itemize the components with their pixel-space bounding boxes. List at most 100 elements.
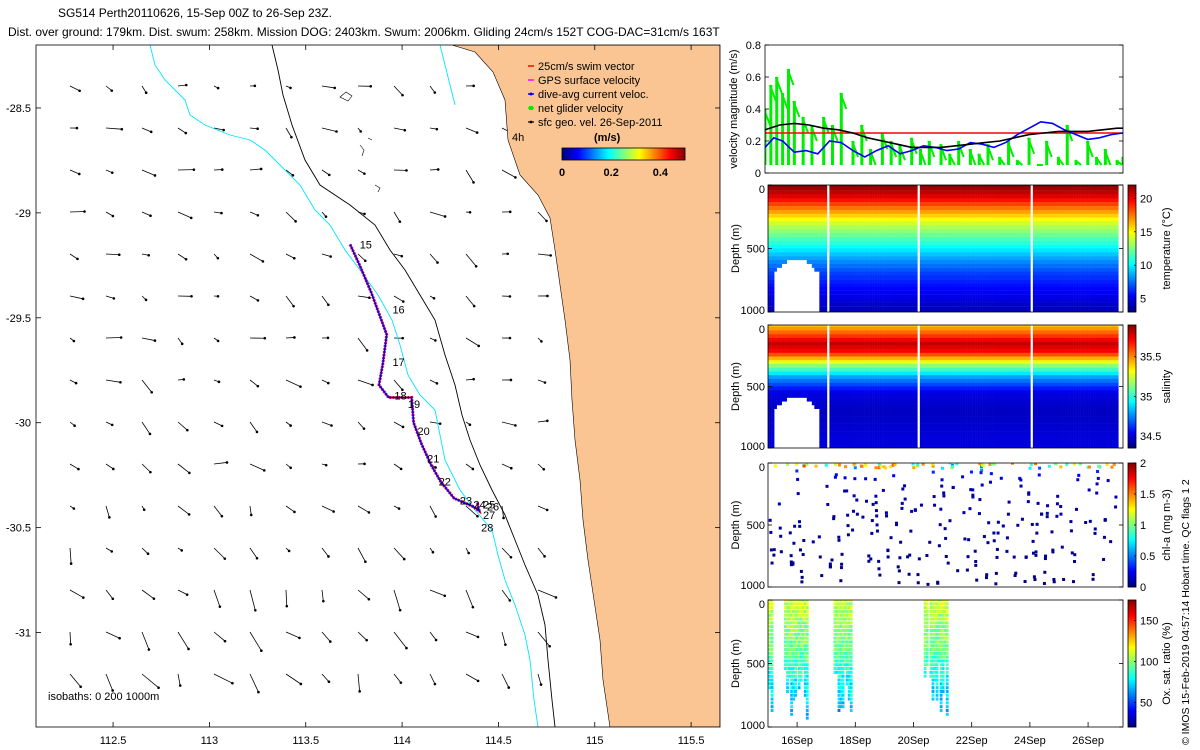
velocity-arrow [69, 631, 72, 645]
velocity-arrow-head [190, 294, 193, 298]
velocity-arrow [249, 168, 262, 171]
velocity-y-tick-label: 0 [755, 168, 761, 180]
velocity-arrow [321, 631, 331, 642]
velocity-arrow-head [433, 682, 437, 686]
net-velocity-bar [1095, 157, 1099, 165]
day-label: 24 [473, 500, 485, 512]
velocity-arrow [285, 253, 295, 259]
map-y-tick-label: -28.5 [6, 103, 31, 115]
net-velocity-bar [810, 125, 814, 165]
depth-axis-label: Depth (m) [730, 639, 742, 688]
velocity-arrow [105, 337, 122, 339]
net-velocity-bar [986, 144, 990, 165]
velocity-ylabel: velocity magnitude (m/s) [728, 49, 740, 168]
velocity-arrow-head [506, 252, 510, 256]
velocity-arrow [357, 421, 365, 429]
velocity-arrow [177, 84, 187, 87]
velocity-arrow-head [187, 647, 190, 651]
velocity-arrow [393, 379, 403, 391]
net-velocity-bar [919, 149, 923, 165]
velocity-arrow [285, 295, 294, 307]
velocity-arrow-head [434, 638, 438, 642]
velocity-arrow-head [508, 210, 512, 214]
depth-tick-label: 500 [747, 244, 765, 256]
legend-net-velocity: net glider velocity [538, 103, 623, 115]
map-x-axis: 112.5 113 113.5 114 114.5 115 115.5 [100, 45, 704, 747]
chla-panel: 0 500 1000 Depth (m) 0 0.5 1 1.5 2 chl-a (mg m-3) [730, 458, 1173, 594]
velocity-arrow-head [144, 91, 148, 95]
velocity-arrow [393, 295, 404, 302]
time-tick-label: 26Sep [1072, 735, 1104, 747]
velocity-arrow [249, 547, 258, 559]
day-label: 15 [360, 239, 372, 251]
velocity-arrow-head [477, 344, 481, 348]
velocity-arrow [321, 253, 331, 257]
depth-tick-label: 500 [747, 520, 765, 532]
depth-tick-label: 0 [759, 184, 765, 196]
depth-tick-label: 1000 [741, 305, 765, 317]
velocity-arrow-head [398, 220, 402, 223]
velocity-arrow-head [153, 174, 157, 177]
velocity-arrow-head [108, 516, 111, 519]
colorbar-label: Ox. sat. ratio (%) [1161, 622, 1173, 705]
velocity-arrow [141, 589, 155, 599]
velocity-arrow [537, 211, 547, 222]
velocity-arrow-head [110, 550, 114, 553]
velocity-arrow-head [118, 636, 121, 640]
land-mass [451, 45, 720, 727]
colorbar-tick-label: 10 [1140, 260, 1152, 272]
map-x-tick-label: 114.5 [485, 735, 512, 747]
velocity-arrow-head [294, 220, 297, 223]
velocity-arrow [465, 631, 479, 638]
velocity-arrow-head [256, 299, 260, 302]
velocity-arrow [105, 295, 114, 299]
velocity-arrow-head [290, 135, 293, 139]
velocity-arrow [465, 253, 477, 267]
velocity-arrow-head [472, 84, 475, 88]
velocity-arrow [321, 505, 334, 512]
velocity-arrow [357, 589, 370, 600]
dive-avg-current-track [349, 244, 481, 513]
legend-gps-velocity: GPS surface velocity [538, 75, 641, 87]
velocity-arrow-head [216, 86, 220, 90]
velocity-arrow [285, 169, 294, 176]
velocity-arrow-head [189, 216, 193, 220]
velocity-arrow-head [223, 639, 227, 643]
velocity-arrow-head [368, 296, 371, 299]
velocity-arrow [501, 505, 504, 519]
day-label: 28 [481, 523, 493, 535]
net-velocity-bar [769, 85, 773, 165]
velocity-arrow-head [72, 339, 76, 343]
velocity-arrow [501, 463, 512, 469]
velocity-arrow-head [157, 686, 160, 689]
velocity-arrow [177, 253, 187, 260]
depth-tick-label: 1000 [741, 441, 765, 453]
velocity-arrow [429, 589, 445, 597]
velocity-arrow-head [185, 593, 189, 596]
velocity-arrow-head [401, 300, 405, 303]
velocity-arrow-head [78, 89, 81, 93]
velocity-y-tick-label: 0.2 [746, 136, 761, 148]
velocity-arrow [141, 673, 159, 689]
velocity-arrow-head [435, 382, 439, 385]
velocity-arrow-head [220, 424, 224, 428]
velocity-arrow-head [471, 467, 475, 471]
velocity-arrow-head [298, 636, 301, 640]
velocity-arrow-head [119, 336, 123, 339]
colorbar-tick-label: 100 [1140, 656, 1158, 668]
net-velocity-bar [860, 125, 864, 165]
velocity-arrow [357, 673, 361, 692]
velocity-arrow [429, 85, 436, 93]
net-velocity-bar [851, 141, 855, 165]
colorbar-tick-label: 35 [1140, 391, 1152, 403]
colorbar-tick-label: 1 [1140, 520, 1146, 532]
velocity-arrow-head [326, 336, 330, 340]
velocity-arrow-head [554, 596, 558, 599]
velocity-arrow [429, 253, 438, 263]
velocity-arrow-head [220, 168, 224, 171]
velocity-arrow [177, 463, 190, 474]
velocity-arrow [213, 127, 224, 131]
velocity-arrow [393, 127, 405, 131]
